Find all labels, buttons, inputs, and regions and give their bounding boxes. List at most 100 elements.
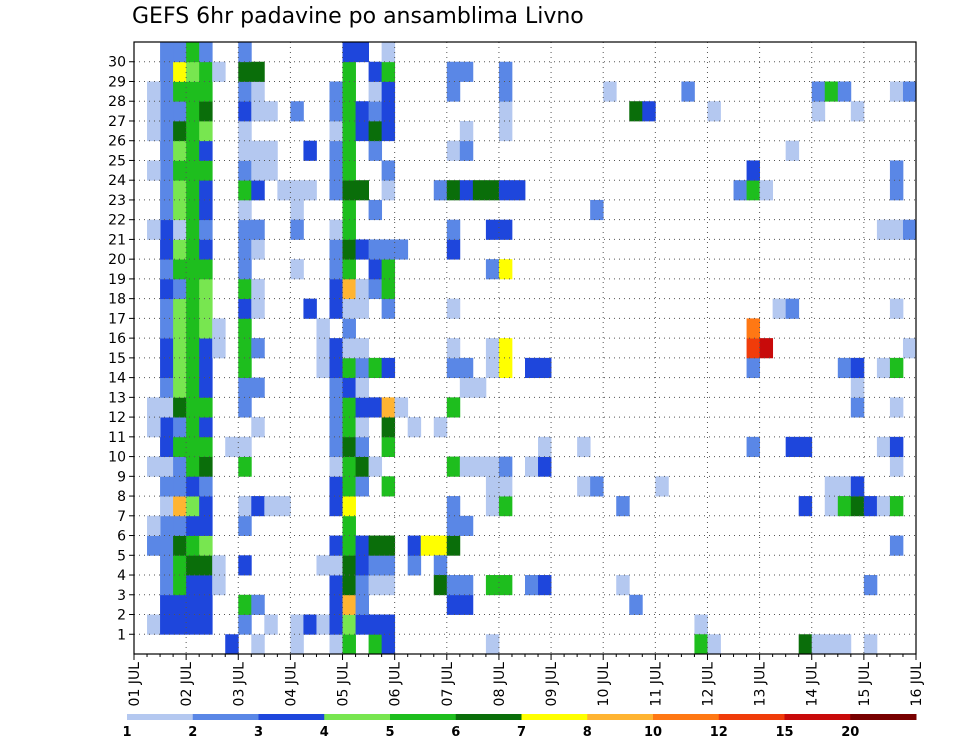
heatmap-cell — [199, 101, 213, 122]
y-tick-label: 14 — [108, 371, 126, 387]
heatmap-cell — [199, 357, 213, 379]
heatmap-cell — [186, 594, 200, 615]
heatmap-cell — [707, 101, 721, 122]
heatmap-cell — [446, 575, 461, 596]
heatmap-cell — [511, 180, 526, 201]
heatmap-cell — [355, 397, 369, 418]
heatmap-cell — [837, 476, 852, 497]
heatmap-cell — [160, 535, 174, 556]
heatmap-cell — [186, 515, 200, 536]
heatmap-cell — [694, 634, 708, 655]
legend-swatch — [127, 714, 194, 720]
heatmap-cell — [199, 535, 213, 556]
heatmap-cell — [863, 634, 878, 655]
heatmap-cell — [238, 298, 252, 319]
heatmap-cell — [889, 180, 904, 201]
x-tick-label: 11 JUL — [648, 662, 664, 707]
heatmap-cell — [173, 101, 187, 122]
heatmap-cell — [381, 120, 396, 142]
heatmap-cell — [251, 61, 265, 82]
heatmap-cell — [329, 298, 343, 319]
heatmap-cell — [251, 594, 265, 615]
heatmap-cell — [459, 120, 474, 142]
heatmap-cell — [472, 456, 487, 477]
heatmap-cell — [238, 120, 252, 142]
heatmap-cell — [342, 318, 356, 339]
heatmap-cell — [186, 338, 200, 359]
heatmap-cell — [889, 496, 904, 517]
x-tick-label: 06 JUL — [388, 662, 404, 707]
heatmap-cell — [238, 496, 252, 517]
heatmap-cell — [498, 357, 513, 379]
heatmap-cell — [173, 535, 187, 556]
heatmap-cell — [629, 594, 643, 615]
heatmap-cell — [746, 180, 760, 201]
heatmap-cell — [199, 436, 213, 457]
heatmap-cell — [186, 298, 200, 319]
heatmap-cell — [160, 496, 174, 517]
legend-label: 7 — [517, 725, 526, 740]
heatmap-cell — [160, 140, 174, 161]
heatmap-cell — [251, 417, 265, 438]
heatmap-cell — [290, 219, 304, 240]
heatmap-cell — [459, 515, 474, 536]
legend-label: 12 — [710, 725, 728, 740]
heatmap-cell — [342, 614, 356, 635]
heatmap-cell — [876, 219, 891, 240]
heatmap-cell — [837, 357, 852, 379]
heatmap-cell — [251, 180, 265, 201]
heatmap-cell — [173, 219, 187, 240]
heatmap-cell — [746, 357, 760, 379]
heatmap-cell — [381, 634, 396, 655]
heatmap-cell — [342, 377, 356, 398]
heatmap-cell — [446, 81, 461, 102]
heatmap-cell — [251, 338, 265, 359]
heatmap-cell — [186, 180, 200, 201]
heatmap-cell — [173, 377, 187, 398]
heatmap-cell — [446, 397, 461, 418]
heatmap-cell — [342, 555, 356, 576]
heatmap-cell — [342, 199, 356, 221]
heatmap-cell — [160, 338, 174, 359]
heatmap-cell — [355, 338, 369, 359]
heatmap-cell — [902, 81, 917, 102]
heatmap-cell — [616, 496, 630, 517]
heatmap-cell — [368, 634, 383, 655]
heatmap-cell — [160, 101, 174, 122]
heatmap-cell — [160, 318, 174, 339]
heatmap-cell — [199, 338, 213, 359]
heatmap-cell — [329, 535, 343, 556]
y-tick-label: 11 — [108, 430, 126, 446]
heatmap-cell — [485, 357, 500, 379]
heatmap-cell — [238, 594, 252, 615]
heatmap-cell — [199, 318, 213, 339]
heatmap-cell — [485, 180, 500, 201]
heatmap-cell — [342, 456, 356, 477]
heatmap-cell — [342, 496, 356, 517]
heatmap-cell — [329, 634, 343, 655]
heatmap-cell — [381, 397, 396, 418]
y-tick-label: 3 — [117, 588, 126, 604]
heatmap-cell — [342, 535, 356, 556]
heatmap-cell — [225, 436, 239, 457]
heatmap-cell — [590, 476, 604, 497]
heatmap-cell — [485, 456, 500, 477]
heatmap-cell — [525, 357, 539, 379]
heatmap-cell — [186, 357, 200, 379]
heatmap-cell — [459, 180, 474, 201]
heatmap-cell — [368, 456, 383, 477]
heatmap-cell — [147, 614, 161, 635]
heatmap-cell — [355, 278, 369, 300]
x-tick-label: 10 JUL — [596, 662, 612, 707]
heatmap-cell — [316, 555, 330, 576]
heatmap-cell — [394, 397, 409, 418]
heatmap-cell — [238, 219, 252, 240]
heatmap-cell — [785, 436, 800, 457]
heatmap-cell — [186, 397, 200, 418]
heatmap-cell — [251, 377, 265, 398]
heatmap-cell — [238, 515, 252, 536]
heatmap-cell — [889, 436, 904, 457]
y-tick-label: 29 — [108, 74, 126, 90]
heatmap-cell — [290, 180, 304, 201]
heatmap-cell — [433, 535, 448, 556]
